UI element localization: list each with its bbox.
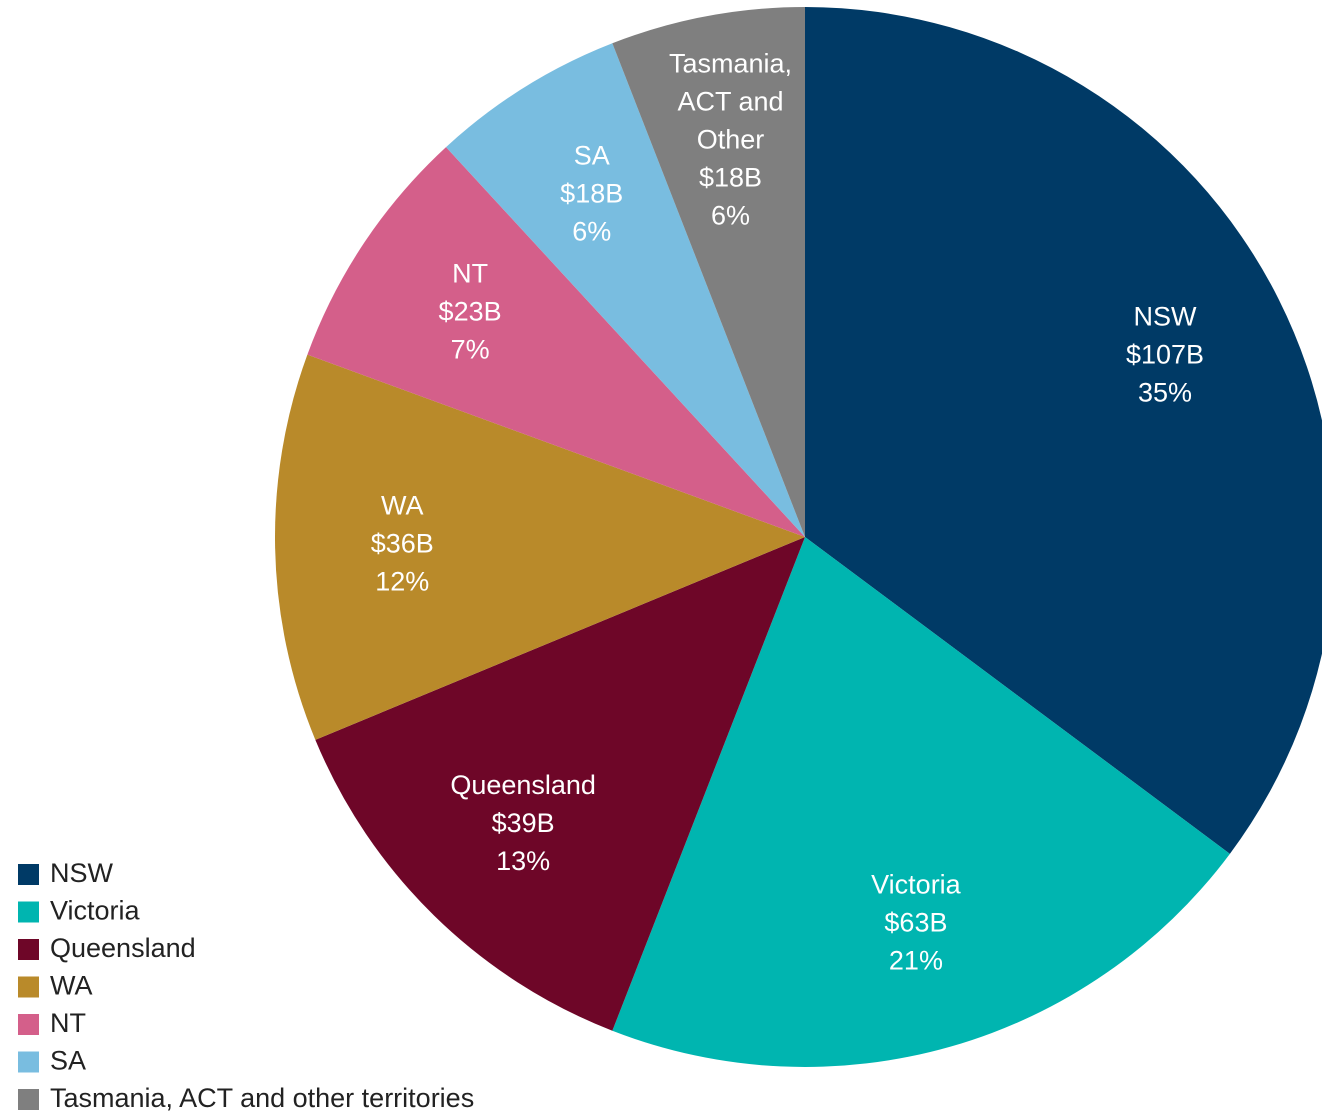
slice-label: WA — [381, 490, 424, 520]
pie-slice — [805, 7, 1322, 854]
slice-label: 13% — [496, 846, 550, 876]
legend-swatch — [18, 1051, 39, 1073]
slice-label: 7% — [451, 334, 490, 364]
legend-label: WA — [50, 971, 93, 1001]
slice-label: ACT and — [677, 86, 783, 116]
pie-slice — [612, 7, 805, 537]
pie-slice — [315, 537, 805, 1031]
slice-label: Victoria — [871, 869, 962, 899]
legend-label: SA — [50, 1046, 86, 1076]
pie-slice — [612, 537, 1230, 1067]
slice-label: 6% — [572, 216, 611, 246]
slice-label: $107B — [1126, 339, 1204, 369]
slice-label: 6% — [711, 200, 750, 230]
legend-swatch — [18, 901, 39, 923]
legend-label: NSW — [50, 858, 114, 888]
legend-swatch — [18, 864, 39, 885]
slice-label: Other — [697, 124, 765, 154]
slice-label: $23B — [439, 296, 502, 326]
pie-slice — [307, 147, 805, 537]
slice-label: Queensland — [450, 770, 596, 800]
pie-slice — [275, 354, 806, 740]
legend-swatch — [18, 976, 39, 998]
slice-label: SA — [574, 140, 610, 170]
slice-label: $39B — [492, 808, 555, 838]
slice-label: 21% — [889, 945, 943, 975]
slice-label: $63B — [884, 907, 947, 937]
legend-swatch — [18, 1014, 39, 1035]
slice-label: NSW — [1134, 301, 1198, 331]
slice-label: Tasmania, — [669, 48, 792, 78]
legend-label: Victoria — [50, 896, 141, 926]
slice-label: $36B — [371, 528, 434, 558]
legend-label: Queensland — [50, 933, 196, 963]
slice-label: 35% — [1138, 377, 1192, 407]
legend-swatch — [18, 939, 39, 960]
slice-label: 12% — [375, 566, 429, 596]
slice-label: $18B — [699, 162, 762, 192]
legend-label: NT — [50, 1008, 86, 1038]
slice-label: NT — [452, 258, 488, 288]
pie-slice — [446, 43, 805, 538]
legend-swatch — [18, 1089, 39, 1110]
slice-label: $18B — [560, 178, 623, 208]
legend-label: Tasmania, ACT and other territories — [50, 1083, 474, 1113]
